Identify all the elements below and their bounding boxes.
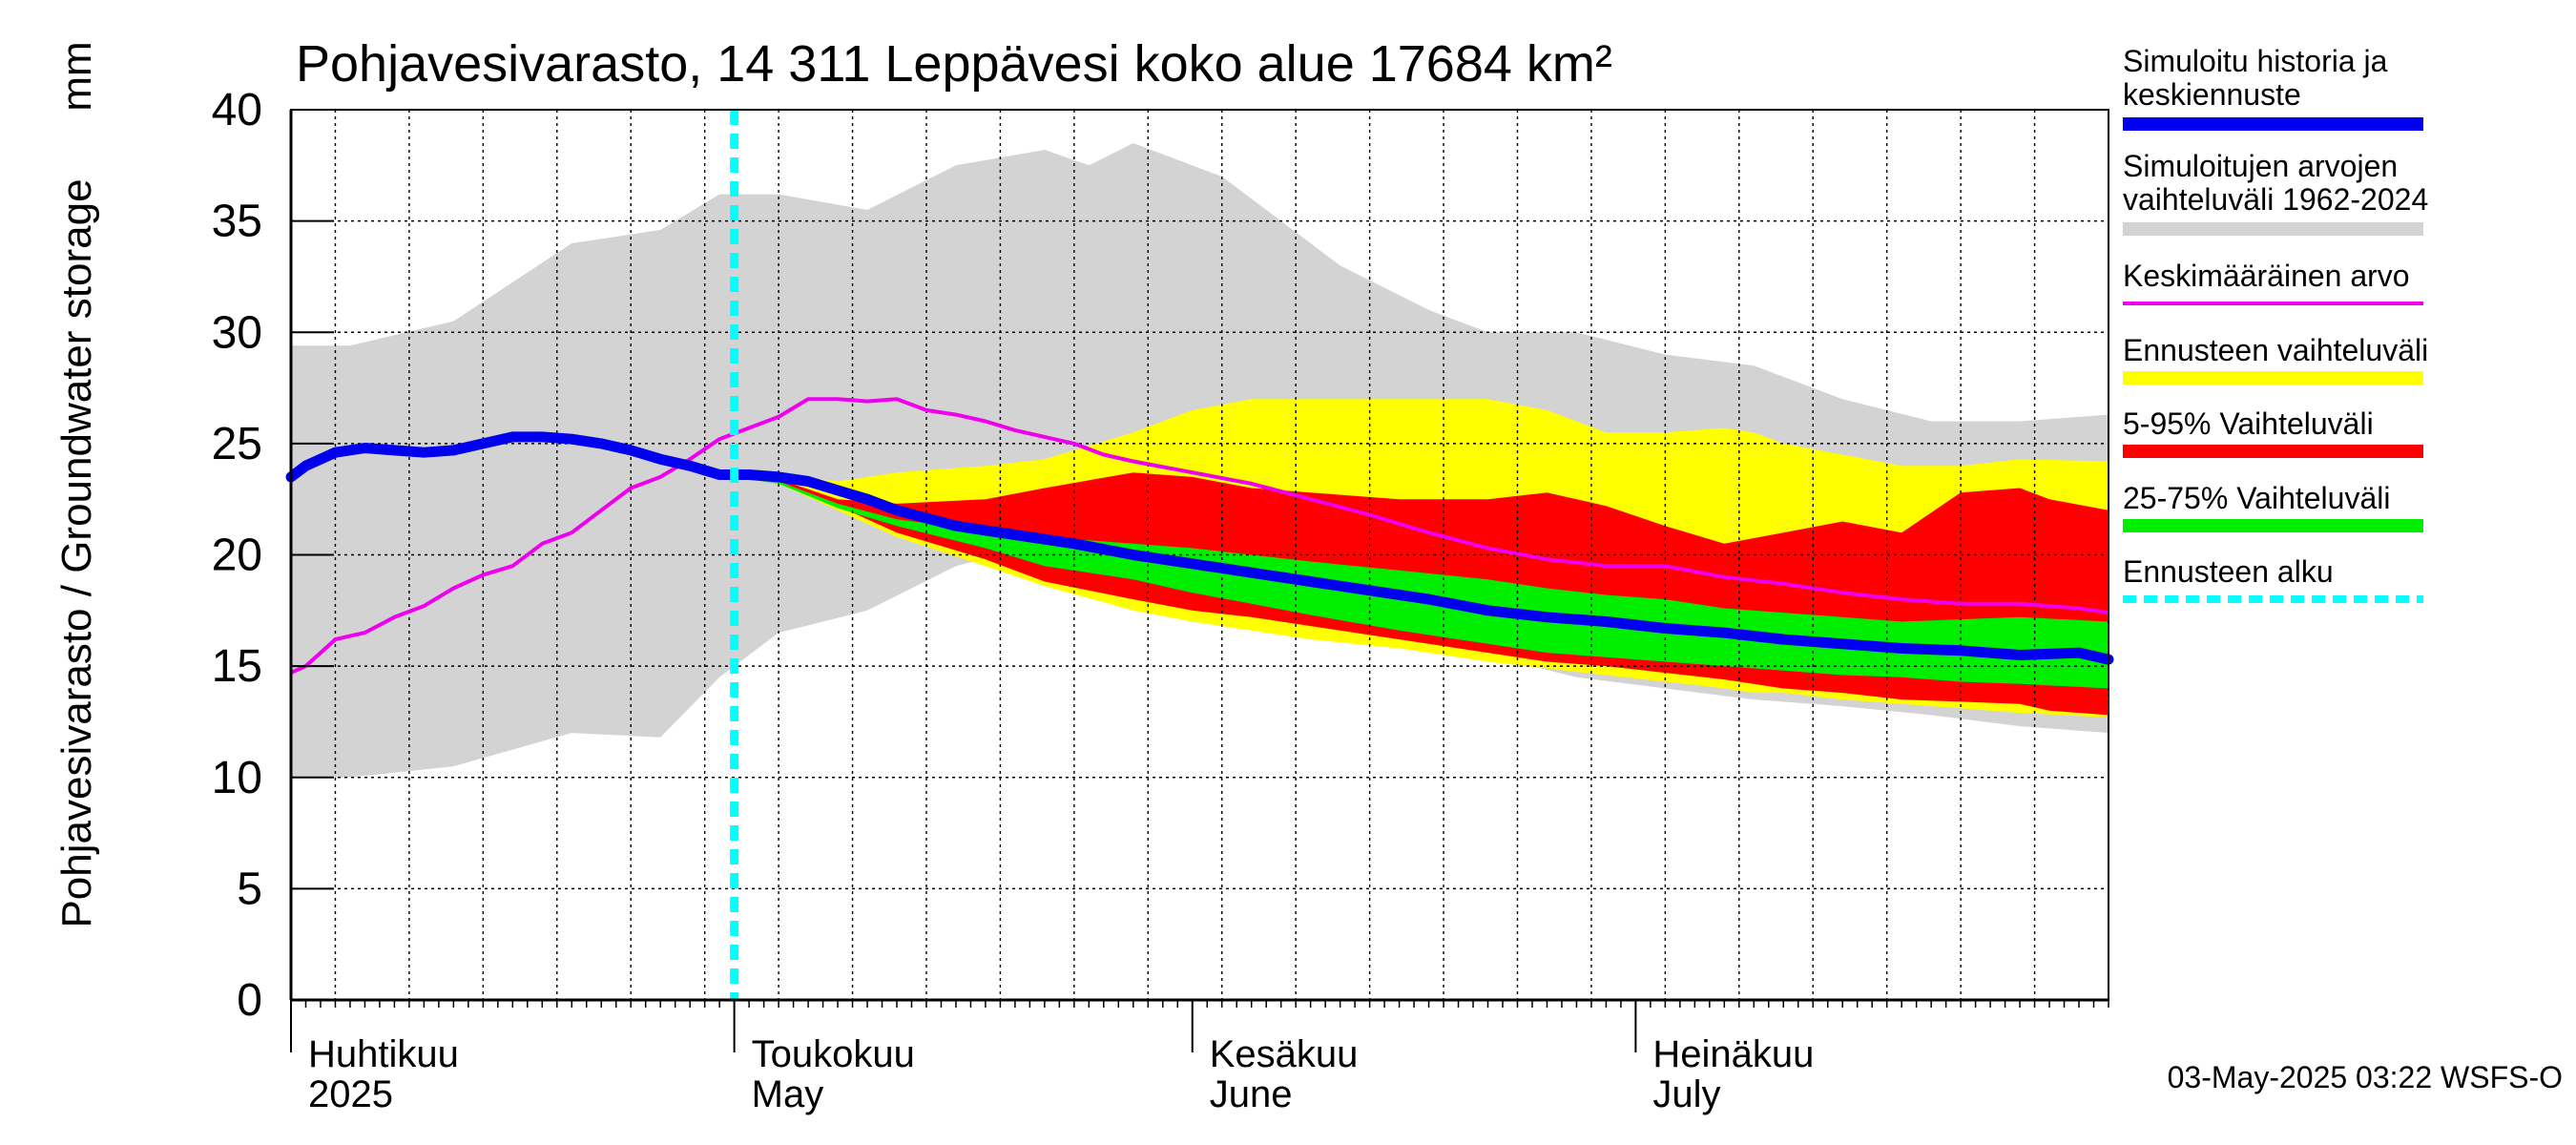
chart-axes	[289, 109, 2109, 1052]
x-tick-label: Toukokuu	[752, 1033, 915, 1075]
legend-label: Ennusteen vaihteluväli	[2123, 333, 2428, 367]
y-tick-label: 15	[212, 641, 262, 692]
x-tick-label: Heinäkuu	[1652, 1033, 1814, 1075]
chart-labels: Pohjavesivarasto, 14 311 Leppävesi koko …	[53, 35, 2563, 1115]
y-tick-label: 40	[212, 85, 262, 135]
y-tick-label: 25	[212, 419, 262, 469]
y-axis-label: Pohjavesivarasto / Groundwater storage	[53, 178, 100, 927]
x-tick-label: May	[752, 1073, 824, 1115]
x-tick-label: 2025	[308, 1073, 393, 1115]
y-tick-label: 0	[237, 975, 262, 1026]
legend-label: Simuloitujen arvojen	[2123, 149, 2398, 183]
y-tick-label: 20	[212, 531, 262, 581]
y-axis-unit: mm	[53, 41, 100, 111]
y-tick-label: 35	[212, 197, 262, 247]
chart-title: Pohjavesivarasto, 14 311 Leppävesi koko …	[296, 35, 1612, 93]
y-tick-label: 5	[237, 864, 262, 914]
y-tick-label: 10	[212, 753, 262, 803]
x-tick-label: June	[1210, 1073, 1293, 1115]
mean-line	[290, 397, 2109, 675]
y-tick-label: 30	[212, 307, 262, 358]
legend-label: Keskimääräinen arvo	[2123, 259, 2410, 293]
legend-label: Ennusteen alku	[2123, 554, 2334, 589]
legend-label: 25-75% Vaihteluväli	[2123, 481, 2390, 515]
legend-label: Simuloitu historia ja	[2123, 44, 2388, 78]
legend-label: vaihteluväli 1962-2024	[2123, 182, 2428, 217]
chart-lines	[285, 110, 2114, 1000]
timestamp: 03-May-2025 03:22 WSFS-O	[2168, 1060, 2563, 1094]
history-line	[285, 431, 2114, 665]
x-tick-label: July	[1652, 1073, 1720, 1115]
legend-label: keskiennuste	[2123, 77, 2301, 112]
x-tick-label: Kesäkuu	[1210, 1033, 1359, 1075]
legend-label: 5-95% Vaihteluväli	[2123, 406, 2374, 441]
x-tick-label: Huhtikuu	[308, 1033, 459, 1075]
